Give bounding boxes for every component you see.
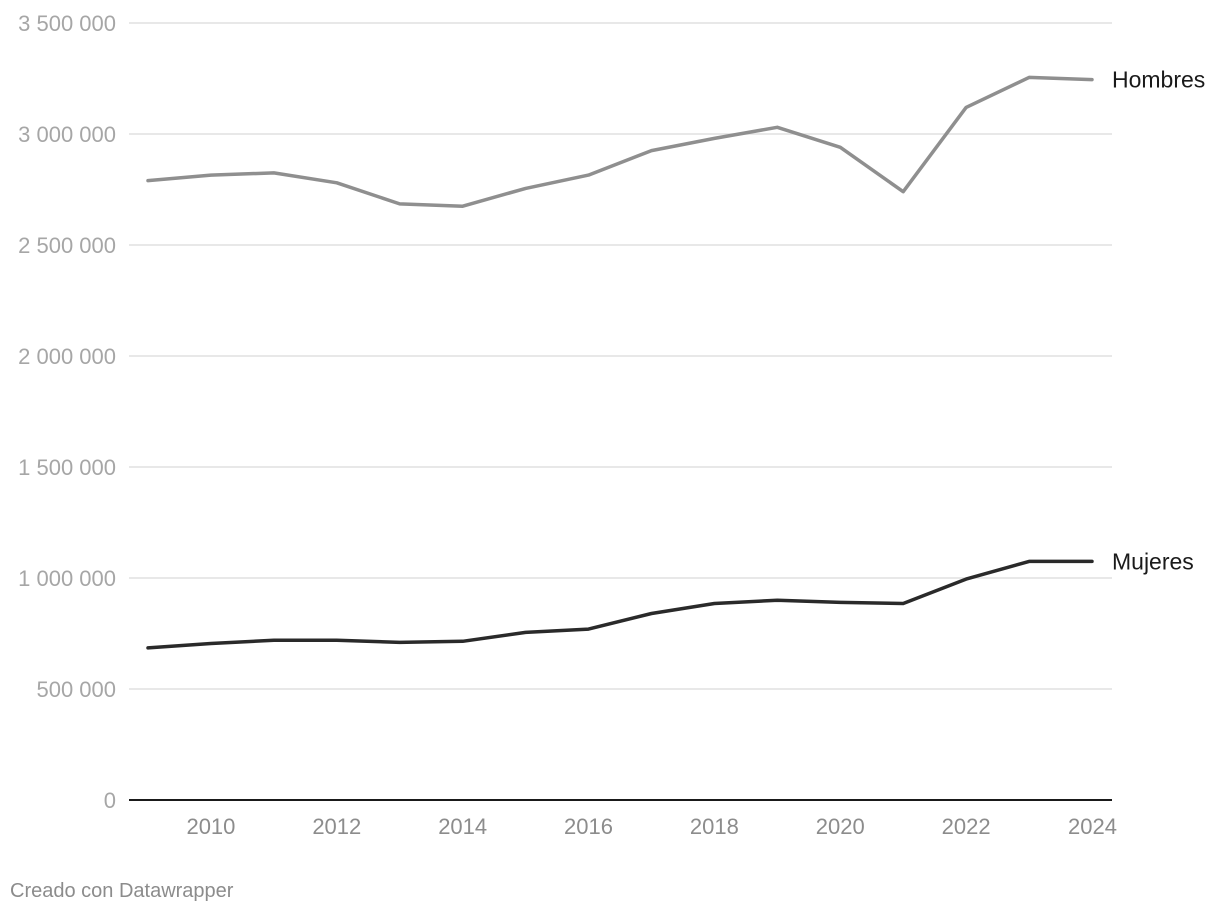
x-tick-label: 2022 — [942, 814, 991, 839]
x-tick-label: 2024 — [1068, 814, 1117, 839]
series-end-labels: Hombres Mujeres — [1112, 67, 1205, 575]
x-tick-label: 2018 — [690, 814, 739, 839]
y-tick-label: 0 — [104, 788, 116, 813]
gridlines — [129, 22, 1112, 690]
series-lines — [146, 75, 1094, 650]
y-axis-tick-labels: 0 500 000 1 000 000 1 500 000 2 000 000 2 500… — [18, 11, 116, 813]
y-tick-label: 1 000 000 — [18, 566, 116, 591]
y-tick-label: 500 000 — [36, 677, 116, 702]
series-line-mujeres — [146, 559, 1094, 650]
y-tick-label: 2 500 000 — [18, 233, 116, 258]
x-tick-label: 2010 — [186, 814, 235, 839]
x-tick-label: 2020 — [816, 814, 865, 839]
y-tick-label: 2 000 000 — [18, 344, 116, 369]
x-tick-label: 2014 — [438, 814, 487, 839]
y-tick-label: 1 500 000 — [18, 455, 116, 480]
x-axis-tick-labels: 2010 2012 2014 2016 2018 2020 2022 2024 — [186, 814, 1117, 839]
x-tick-label: 2016 — [564, 814, 613, 839]
x-tick-label: 2012 — [312, 814, 361, 839]
series-line-hombres — [146, 75, 1094, 208]
series-label-hombres: Hombres — [1112, 67, 1205, 93]
y-tick-label: 3 000 000 — [18, 122, 116, 147]
credit-text: Creado con Datawrapper — [10, 880, 234, 902]
y-tick-label: 3 500 000 — [18, 11, 116, 36]
series-label-mujeres: Mujeres — [1112, 548, 1194, 574]
